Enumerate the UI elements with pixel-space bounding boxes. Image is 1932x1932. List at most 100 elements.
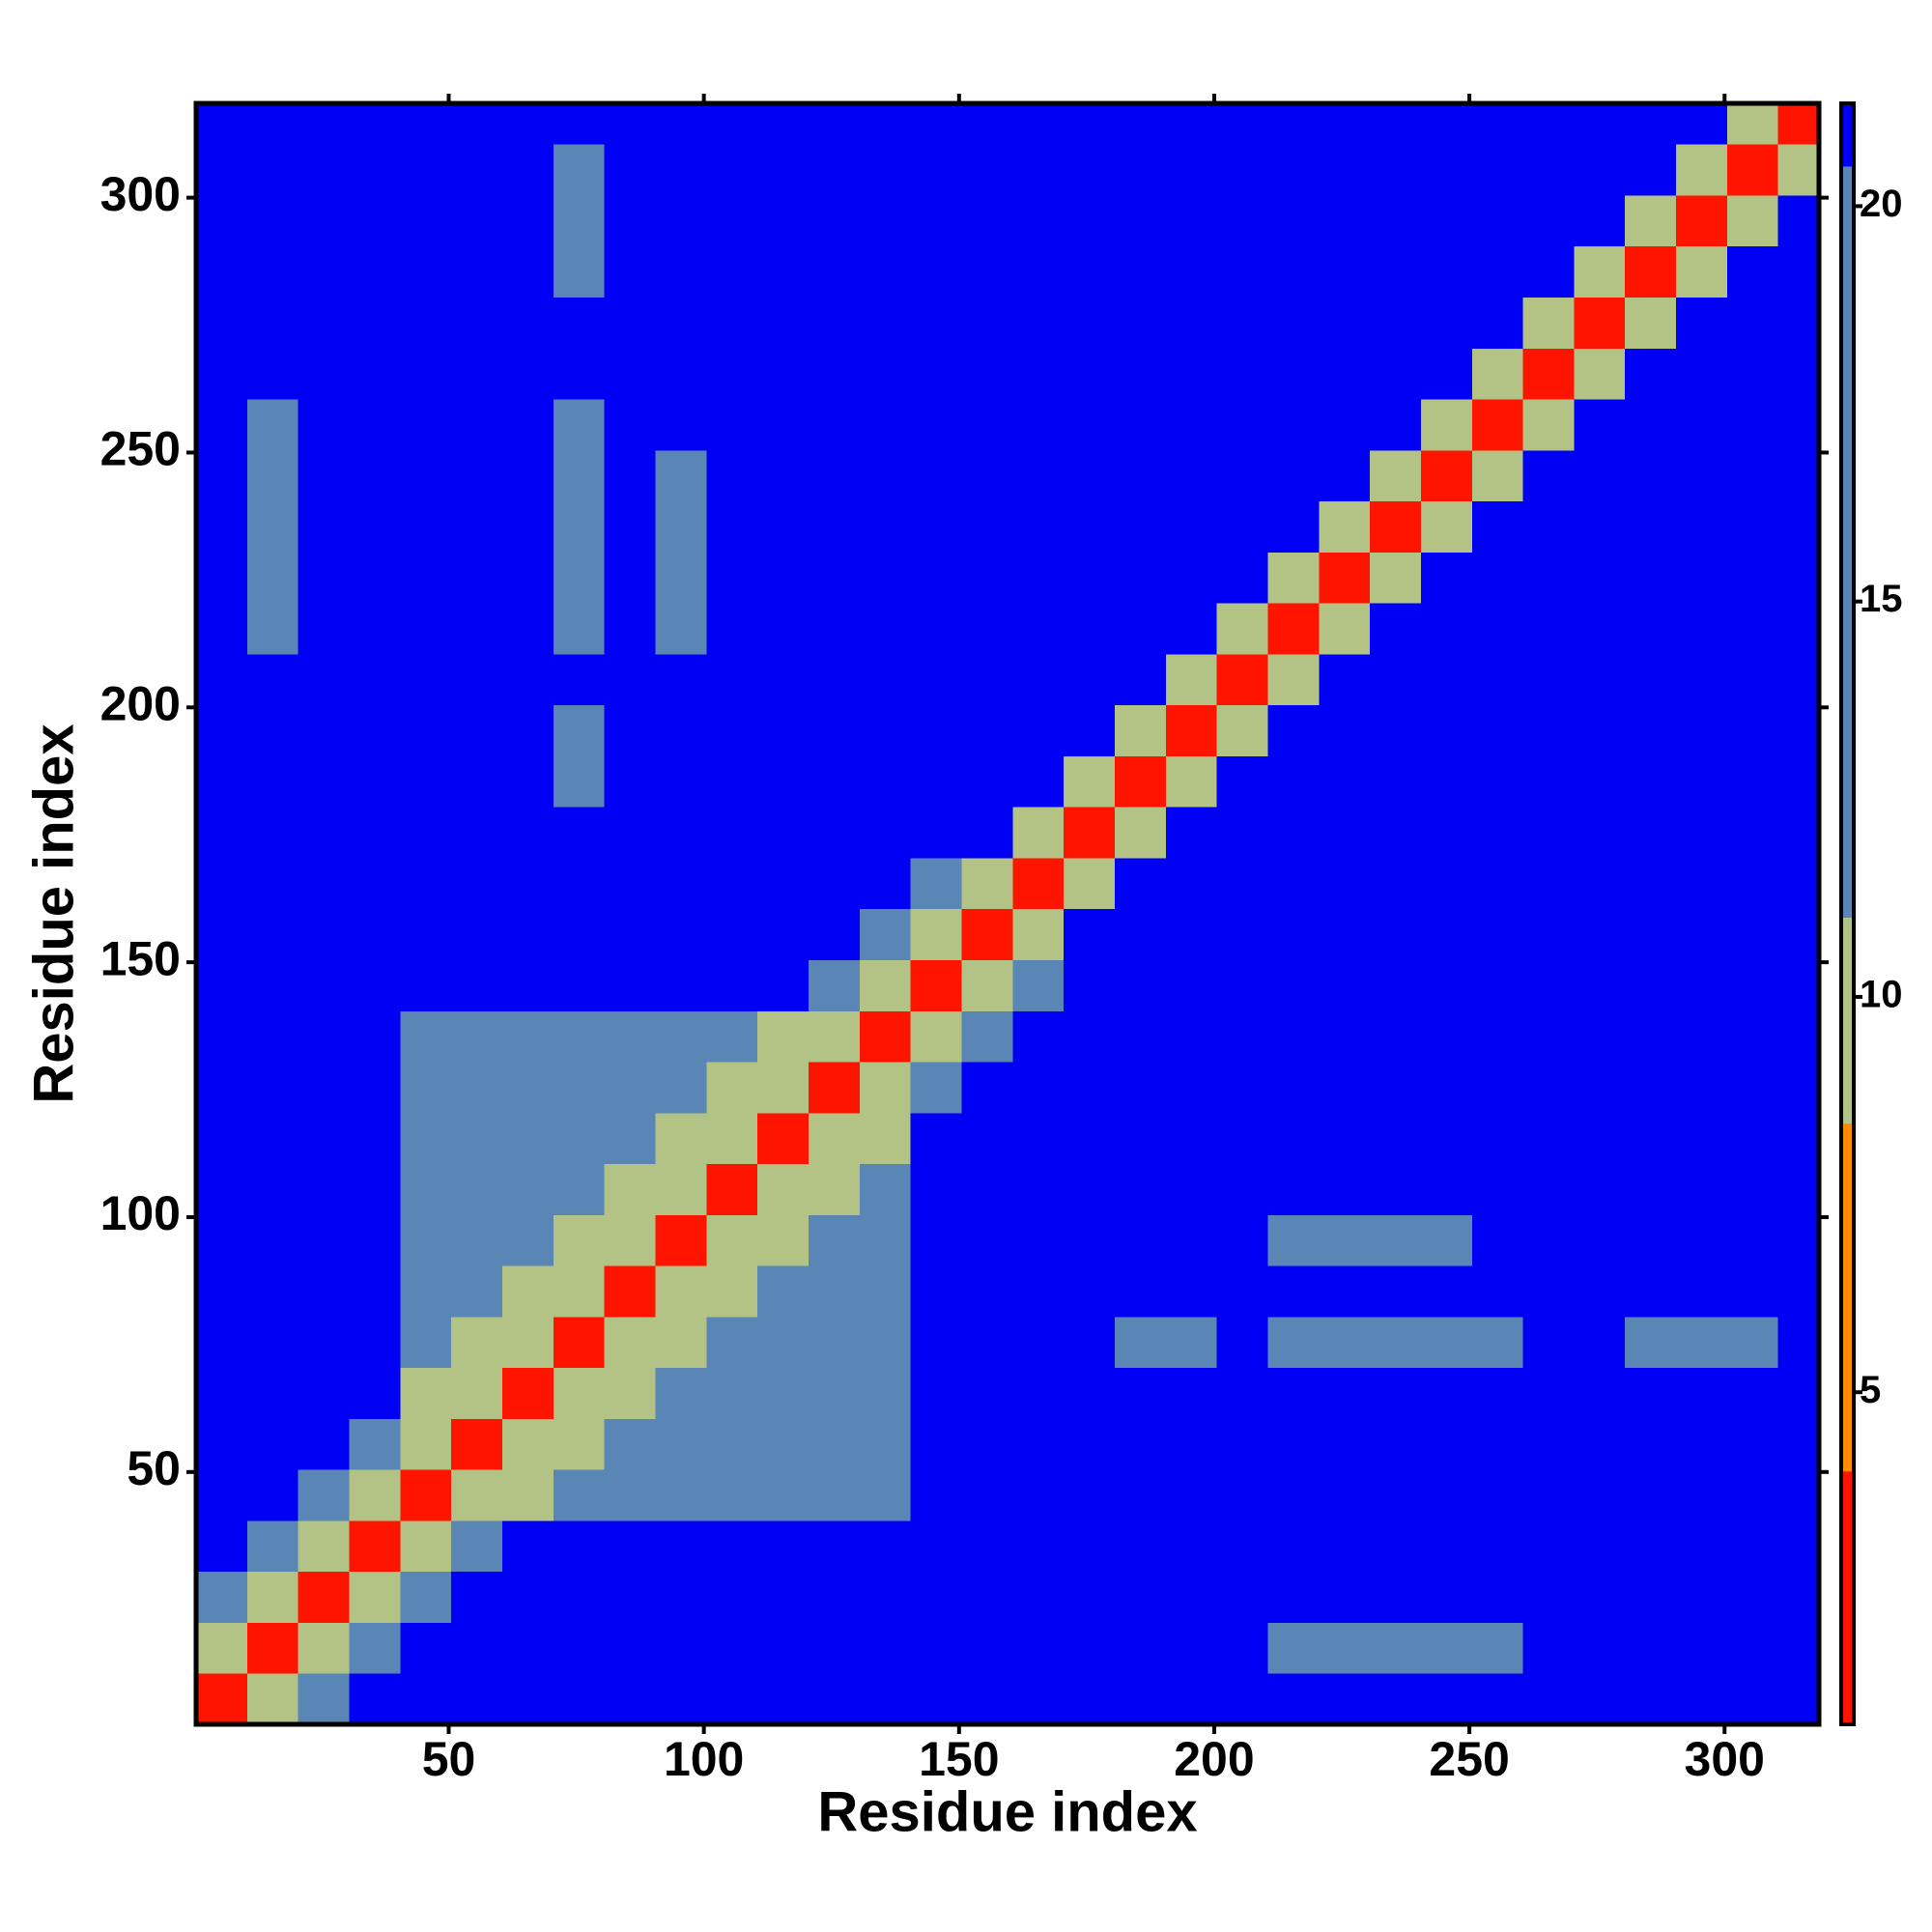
heatmap-cell bbox=[859, 1265, 912, 1318]
heatmap-cell bbox=[1267, 552, 1320, 604]
heatmap-cell bbox=[451, 1010, 503, 1063]
heatmap-cell bbox=[1064, 704, 1116, 756]
heatmap-cell bbox=[1165, 245, 1218, 298]
heatmap-cell bbox=[1676, 704, 1728, 756]
heatmap-cell bbox=[1574, 1062, 1626, 1114]
heatmap-cell bbox=[1522, 908, 1575, 960]
heatmap-cell bbox=[859, 194, 912, 247]
heatmap-cell bbox=[655, 1214, 707, 1266]
heatmap-cell bbox=[1726, 1062, 1779, 1114]
heatmap-cell bbox=[246, 1265, 299, 1318]
heatmap-cell bbox=[910, 1163, 962, 1215]
heatmap-cell bbox=[451, 1367, 503, 1419]
heatmap-cell bbox=[1114, 552, 1167, 604]
heatmap-cell bbox=[706, 500, 758, 553]
heatmap-cell bbox=[349, 297, 401, 349]
heatmap-cell bbox=[451, 704, 503, 756]
heatmap-cell bbox=[451, 194, 503, 247]
heatmap-cell bbox=[655, 449, 707, 502]
heatmap-cell bbox=[1012, 552, 1065, 604]
heatmap-cell bbox=[1420, 399, 1473, 451]
heatmap-cell bbox=[1012, 399, 1065, 451]
heatmap-cell bbox=[1370, 245, 1422, 298]
heatmap-cell bbox=[246, 1418, 299, 1470]
heatmap-cell bbox=[1216, 1418, 1268, 1470]
y-tick-label: 150 bbox=[100, 931, 181, 985]
heatmap-cell bbox=[349, 1469, 401, 1521]
heatmap-cell bbox=[349, 1316, 401, 1369]
heatmap-cell bbox=[910, 348, 962, 400]
heatmap-cell bbox=[1777, 603, 1820, 655]
heatmap-cell bbox=[1267, 1469, 1320, 1521]
heatmap-cell bbox=[1777, 297, 1820, 349]
heatmap-cell bbox=[1574, 1418, 1626, 1470]
heatmap-cell bbox=[349, 144, 401, 196]
heatmap-cell bbox=[1216, 144, 1268, 196]
heatmap-cell bbox=[757, 1265, 810, 1318]
heatmap-cell bbox=[1471, 348, 1524, 400]
heatmap-cell bbox=[1370, 1469, 1422, 1521]
heatmap-cell bbox=[1625, 245, 1677, 298]
heatmap-cell bbox=[808, 348, 861, 400]
colorbar-band bbox=[1841, 1122, 1854, 1472]
heatmap-cell bbox=[1114, 959, 1167, 1011]
heatmap-cell bbox=[1114, 399, 1167, 451]
heatmap-cell bbox=[1574, 1469, 1626, 1521]
heatmap-cell bbox=[1420, 704, 1473, 756]
heatmap-cell bbox=[298, 245, 350, 298]
heatmap-cell bbox=[961, 399, 1013, 451]
heatmap-cell bbox=[859, 552, 912, 604]
heatmap-cell bbox=[1370, 1163, 1422, 1215]
heatmap-cell bbox=[1114, 1010, 1167, 1063]
heatmap-cell bbox=[1777, 1214, 1820, 1266]
heatmap-cell bbox=[1625, 704, 1677, 756]
heatmap-cell bbox=[808, 857, 861, 910]
heatmap-cell bbox=[349, 1163, 401, 1215]
heatmap-cell bbox=[1574, 755, 1626, 808]
heatmap-cell bbox=[1471, 103, 1524, 145]
heatmap-cell bbox=[1522, 399, 1575, 451]
heatmap-cell bbox=[1370, 194, 1422, 247]
heatmap-cell bbox=[961, 1163, 1013, 1215]
heatmap-cell bbox=[298, 603, 350, 655]
heatmap-cell bbox=[1216, 1214, 1268, 1266]
heatmap-cell bbox=[859, 449, 912, 502]
heatmap-cell bbox=[1625, 1062, 1677, 1114]
heatmap-cell bbox=[1726, 653, 1779, 706]
heatmap-cell bbox=[910, 399, 962, 451]
heatmap-cell bbox=[1319, 194, 1371, 247]
heatmap-cell bbox=[757, 1214, 810, 1266]
heatmap-cell bbox=[757, 857, 810, 910]
heatmap-cell bbox=[808, 1010, 861, 1063]
heatmap-cell bbox=[553, 1673, 606, 1725]
heatmap-cell bbox=[501, 1520, 554, 1573]
heatmap-cell bbox=[1064, 1214, 1116, 1266]
heatmap-cell bbox=[1676, 399, 1728, 451]
heatmap-cell bbox=[1319, 704, 1371, 756]
heatmap-cell bbox=[553, 1112, 606, 1165]
heatmap-cell bbox=[655, 1112, 707, 1165]
heatmap-cell bbox=[1522, 1214, 1575, 1266]
heatmap-cell bbox=[298, 908, 350, 960]
heatmap-cell bbox=[1625, 653, 1677, 706]
heatmap-cell bbox=[349, 603, 401, 655]
heatmap-cell bbox=[501, 103, 554, 145]
heatmap-cell bbox=[859, 1469, 912, 1521]
heatmap-cell bbox=[1625, 1673, 1677, 1725]
heatmap-cell bbox=[400, 103, 452, 145]
heatmap-cell bbox=[400, 1469, 452, 1521]
heatmap-cell bbox=[655, 552, 707, 604]
heatmap-cell bbox=[553, 1062, 606, 1114]
heatmap-cell bbox=[1625, 1163, 1677, 1215]
heatmap-cell bbox=[808, 807, 861, 859]
heatmap-cell bbox=[1676, 144, 1728, 196]
heatmap-cell bbox=[298, 704, 350, 756]
heatmap-cell bbox=[961, 704, 1013, 756]
heatmap-cell bbox=[298, 1418, 350, 1470]
heatmap-cell bbox=[1726, 297, 1779, 349]
heatmap-cell bbox=[246, 245, 299, 298]
heatmap-cell bbox=[196, 1062, 248, 1114]
heatmap-cell bbox=[1370, 755, 1422, 808]
heatmap-cell bbox=[1574, 1265, 1626, 1318]
heatmap-cell bbox=[757, 500, 810, 553]
